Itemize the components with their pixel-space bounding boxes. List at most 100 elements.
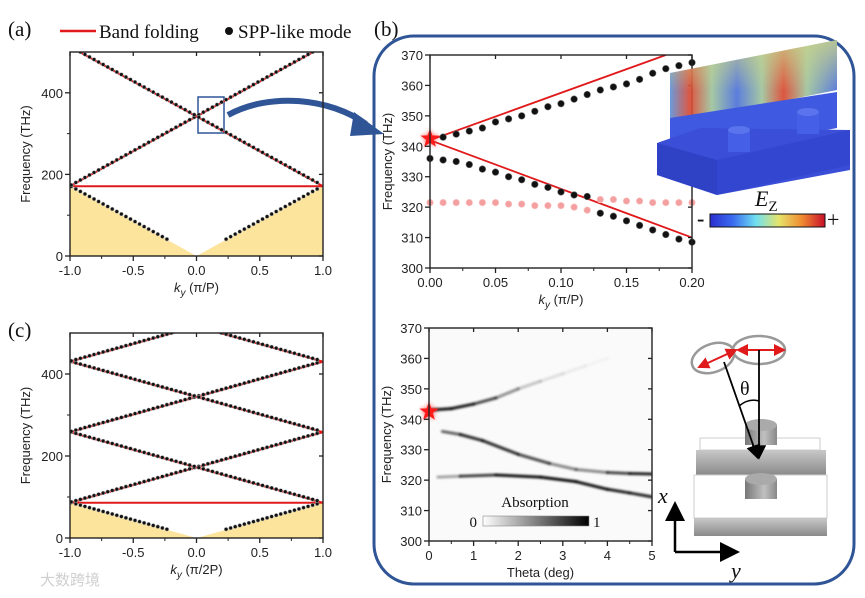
spp-mode-point	[73, 498, 78, 503]
spp-mode-point	[146, 226, 151, 232]
spp-mode-point	[110, 511, 115, 517]
spp-mode-point	[169, 387, 174, 392]
x-axis-label: ky (π/2P)	[170, 562, 222, 581]
spp-mode-point	[662, 230, 670, 239]
spp-mode-point	[237, 406, 242, 411]
spp-mode-point	[155, 475, 160, 480]
spp-mode-point	[137, 378, 142, 383]
zoom-arrow	[226, 97, 368, 127]
spp-mode-point	[105, 419, 110, 424]
spp-mode-point	[96, 437, 101, 442]
spp-mode-point	[305, 425, 311, 430]
spp-mode-point	[187, 462, 192, 468]
spp-mode-point	[132, 147, 138, 153]
pillar-2	[797, 112, 819, 134]
legend: Band folding SPP-like mode	[60, 22, 351, 43]
spp-mode-point	[151, 523, 156, 528]
spp-mode-point	[283, 204, 288, 209]
chart-b-dispersion: 0.00 0.05 0.10 0.15 0.20 300 310 320 330 340 350 36…	[380, 48, 705, 311]
spp-mode-point	[169, 127, 174, 132]
spp-mode-point	[570, 95, 578, 103]
spp-mode-point	[274, 416, 279, 421]
spp-mode-point	[223, 402, 229, 407]
x-axis-label-unit: Theta (deg)	[507, 565, 574, 580]
spp-mode-point	[274, 372, 279, 377]
chart-c: -1.0 -0.5 0.0 0.5 1.0 0 200 400 ky (π/2P) Frequen…	[18, 332, 332, 581]
spp-mode-point	[622, 217, 631, 225]
y-tick-label: 0	[56, 249, 63, 264]
ez-field-inset: EZ - +	[657, 40, 850, 232]
spp-mode-point	[114, 487, 119, 492]
spp-mode-point	[105, 348, 110, 353]
spp-mode-point	[246, 338, 252, 343]
weak-mode-point	[452, 198, 460, 207]
ez-colorbar	[709, 213, 826, 228]
spp-mode-point	[278, 347, 283, 352]
colorbar-min-label: 0	[470, 515, 478, 531]
spp-mode-point	[87, 505, 92, 510]
spp-mode-point	[287, 349, 293, 355]
spp-mode-point	[233, 383, 238, 388]
spp-mode-point	[105, 440, 110, 445]
y-tick-label: 320	[400, 473, 422, 488]
legend-spp-label: SPP-like mode	[238, 22, 351, 43]
light-cone-region	[70, 502, 323, 538]
spp-mode-point	[137, 339, 142, 344]
spp-mode-point	[100, 349, 106, 355]
spp-mode-point	[110, 206, 115, 212]
spp-mode-point	[128, 483, 133, 488]
spp-mode-point	[128, 342, 133, 347]
x-axis-label: ky (π/P)	[174, 280, 219, 299]
x-tick-label: 0.05	[483, 275, 508, 290]
spp-mode-point	[141, 379, 147, 385]
theta-arc	[738, 399, 760, 407]
spp-mode-point	[91, 506, 97, 512]
spp-mode-point	[141, 84, 147, 90]
field-plane-shade	[670, 40, 837, 124]
spp-mode-point	[169, 457, 174, 463]
spp-mode-point	[132, 377, 138, 382]
spp-mode-point	[478, 124, 487, 132]
spp-mode-point	[255, 147, 261, 153]
spp-mode-point	[531, 107, 539, 115]
spp-mode-point	[228, 94, 233, 100]
spp-mode-point	[178, 122, 183, 127]
pillar-2-top	[797, 108, 819, 116]
weak-mode-point	[622, 197, 631, 205]
spp-mode-point	[128, 77, 133, 82]
spp-mode-point	[296, 196, 302, 202]
spp-mode-point	[146, 337, 151, 342]
y-tick-label: 340	[401, 139, 423, 154]
spp-mode-point	[278, 511, 283, 517]
spp-mode-point	[305, 175, 311, 180]
spp-mode-point	[649, 226, 657, 234]
x-tick-label: 0.15	[614, 275, 639, 290]
weak-mode-point	[518, 200, 526, 208]
spp-mode-point	[201, 117, 206, 122]
spp-mode-point	[264, 74, 270, 80]
spp-mode-point	[182, 397, 188, 402]
spp-mode-point	[296, 352, 302, 357]
spp-mode-point	[305, 495, 311, 501]
spp-mode-point	[269, 72, 274, 77]
spp-mode-point	[246, 224, 252, 229]
spp-mode-point	[110, 67, 115, 72]
spp-mode-point	[96, 367, 101, 372]
spp-mode-point	[164, 97, 170, 102]
spp-mode-point	[675, 235, 683, 243]
weak-mode-point	[478, 198, 487, 207]
spp-mode-point	[119, 443, 124, 449]
spp-mode-point	[173, 470, 179, 475]
x-tick-label: 3	[559, 548, 566, 563]
spp-mode-point	[169, 471, 174, 477]
x-axis-label: Theta (deg)	[507, 565, 574, 580]
spp-mode-point	[137, 448, 142, 454]
spp-mode-point	[283, 369, 288, 374]
spp-mode-point	[269, 344, 274, 350]
spp-mode-point	[278, 441, 283, 446]
spp-mode-point	[305, 354, 311, 360]
spp-mode-point	[201, 462, 206, 468]
spp-mode-point	[305, 504, 311, 509]
spp-mode-point	[255, 481, 261, 487]
spp-mode-point	[219, 99, 224, 105]
